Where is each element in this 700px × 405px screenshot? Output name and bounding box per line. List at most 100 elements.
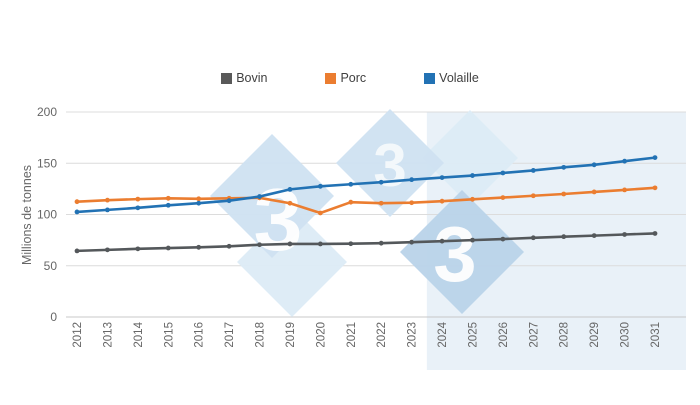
data-point-porc-2021 bbox=[348, 199, 354, 205]
data-point-volaille-2021 bbox=[348, 181, 354, 187]
watermark-diamond-icon bbox=[210, 134, 334, 258]
data-point-volaille-2017 bbox=[226, 198, 232, 204]
series-line-volaille bbox=[76, 156, 656, 214]
y-tick-label-200: 200 bbox=[37, 105, 57, 119]
data-point-volaille-2031 bbox=[652, 155, 658, 161]
data-point-bovin-2017 bbox=[226, 243, 232, 249]
legend-swatch-bovin bbox=[221, 73, 233, 84]
y-tick-label-0: 0 bbox=[50, 310, 57, 324]
data-point-bovin-2020 bbox=[317, 241, 323, 247]
data-point-porc-2013 bbox=[105, 197, 110, 203]
data-point-volaille-2016 bbox=[196, 200, 202, 206]
legend-item-bovin[interactable]: Bovin bbox=[221, 72, 267, 85]
data-point-porc-2029 bbox=[591, 189, 597, 195]
y-axis-title: Millions de tonnes bbox=[20, 164, 34, 266]
data-point-bovin-2012 bbox=[74, 248, 80, 254]
data-point-volaille-2015 bbox=[165, 202, 171, 208]
data-point-volaille-2012 bbox=[74, 209, 80, 215]
watermark-glyph: 3 bbox=[254, 170, 303, 269]
x-tick-label-2015: 2015 bbox=[163, 322, 175, 348]
data-point-porc-2025 bbox=[470, 196, 475, 202]
data-point-volaille-2024 bbox=[439, 175, 445, 181]
data-point-bovin-2018 bbox=[257, 242, 262, 248]
data-point-bovin-2015 bbox=[165, 245, 171, 251]
data-point-porc-2031 bbox=[652, 185, 658, 191]
data-point-bovin-2021 bbox=[348, 241, 354, 247]
y-tick-label-150: 150 bbox=[37, 156, 57, 170]
data-point-bovin-2013 bbox=[105, 247, 110, 253]
data-point-porc-2030 bbox=[622, 187, 627, 193]
data-point-volaille-2025 bbox=[470, 173, 475, 178]
x-tick-label-2025: 2025 bbox=[467, 322, 479, 348]
y-tick-label-50: 50 bbox=[44, 259, 58, 273]
data-point-porc-2023 bbox=[409, 200, 415, 206]
legend-label: Porc bbox=[340, 71, 367, 85]
data-point-volaille-2020 bbox=[317, 183, 323, 189]
data-point-volaille-2022 bbox=[378, 179, 384, 185]
x-tick-label-2020: 2020 bbox=[315, 322, 327, 348]
data-point-bovin-2022 bbox=[378, 240, 384, 246]
data-point-bovin-2027 bbox=[530, 235, 536, 241]
data-point-volaille-2019 bbox=[287, 186, 293, 192]
watermark-glyph: 3 bbox=[433, 210, 476, 298]
data-point-bovin-2028 bbox=[561, 234, 567, 240]
data-point-volaille-2027 bbox=[530, 168, 536, 173]
data-point-volaille-2030 bbox=[622, 158, 627, 164]
x-tick-label-2024: 2024 bbox=[437, 321, 449, 347]
data-point-porc-2014 bbox=[135, 196, 141, 202]
x-tick-label-2027: 2027 bbox=[528, 322, 540, 348]
data-point-bovin-2026 bbox=[500, 236, 506, 242]
watermark-diamond-icon bbox=[336, 109, 444, 217]
x-tick-label-2014: 2014 bbox=[133, 321, 145, 347]
legend-item-volaille[interactable]: Volaille bbox=[424, 72, 479, 85]
data-point-bovin-2029 bbox=[591, 233, 597, 239]
data-point-porc-2024 bbox=[439, 198, 445, 204]
data-point-bovin-2019 bbox=[287, 241, 293, 247]
data-point-volaille-2029 bbox=[591, 162, 597, 168]
data-point-porc-2016 bbox=[196, 196, 202, 202]
series-line-bovin bbox=[76, 232, 656, 253]
data-point-bovin-2023 bbox=[409, 239, 415, 245]
watermark-diamond-icon bbox=[422, 110, 518, 206]
x-tick-label-2030: 2030 bbox=[620, 322, 632, 348]
legend-item-porc[interactable]: Porc bbox=[325, 72, 366, 85]
series-line-porc bbox=[76, 186, 656, 215]
data-point-porc-2015 bbox=[165, 195, 171, 201]
data-point-volaille-2013 bbox=[105, 207, 110, 213]
x-tick-label-2018: 2018 bbox=[255, 322, 267, 348]
data-point-volaille-2023 bbox=[409, 177, 415, 183]
x-tick-label-2013: 2013 bbox=[102, 322, 114, 348]
data-point-bovin-2030 bbox=[622, 232, 627, 237]
data-point-bovin-2024 bbox=[439, 238, 445, 244]
x-tick-label-2022: 2022 bbox=[376, 322, 388, 348]
data-point-porc-2019 bbox=[287, 200, 293, 206]
data-point-porc-2012 bbox=[74, 199, 80, 205]
legend-label: Bovin bbox=[236, 71, 268, 85]
data-point-volaille-2028 bbox=[561, 164, 567, 170]
x-tick-label-2021: 2021 bbox=[346, 322, 358, 348]
chart-legend: Bovin Porc Volaille bbox=[0, 72, 700, 85]
legend-swatch-volaille bbox=[424, 73, 436, 84]
x-tick-label-2026: 2026 bbox=[498, 322, 510, 348]
x-tick-label-2016: 2016 bbox=[194, 322, 206, 348]
legend-swatch-porc bbox=[325, 73, 337, 84]
data-point-bovin-2014 bbox=[135, 246, 141, 252]
data-point-volaille-2014 bbox=[135, 205, 141, 211]
x-tick-label-2019: 2019 bbox=[285, 322, 297, 348]
x-tick-label-2031: 2031 bbox=[650, 322, 662, 348]
data-point-bovin-2016 bbox=[196, 244, 202, 250]
x-tick-label-2023: 2023 bbox=[407, 322, 419, 348]
x-tick-label-2028: 2028 bbox=[559, 322, 571, 348]
data-point-porc-2027 bbox=[530, 193, 536, 199]
x-tick-label-2017: 2017 bbox=[224, 322, 236, 348]
y-tick-label-100: 100 bbox=[37, 208, 57, 222]
data-point-porc-2028 bbox=[561, 191, 567, 197]
watermark-glyph: 3 bbox=[373, 132, 406, 199]
data-point-volaille-2026 bbox=[500, 170, 506, 176]
x-tick-label-2029: 2029 bbox=[589, 322, 601, 348]
data-point-bovin-2031 bbox=[652, 231, 658, 236]
data-point-volaille-2018 bbox=[257, 194, 262, 199]
